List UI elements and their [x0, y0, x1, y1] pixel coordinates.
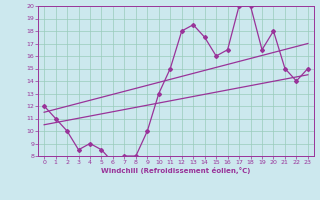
X-axis label: Windchill (Refroidissement éolien,°C): Windchill (Refroidissement éolien,°C)	[101, 167, 251, 174]
